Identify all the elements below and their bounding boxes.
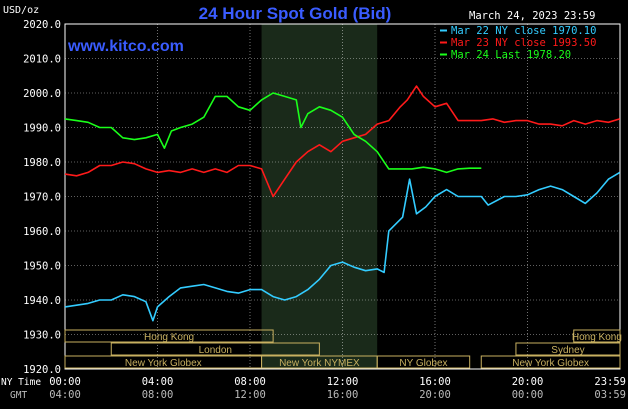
ny-tick-label: 12:00 [327, 376, 359, 388]
session-label: London [199, 345, 232, 356]
nymex-highlight-band [261, 24, 378, 369]
ny-tick-label: 00:00 [49, 376, 81, 388]
gmt-tick-label: 00:00 [512, 389, 544, 401]
chart-title: 24 Hour Spot Gold (Bid) [199, 4, 392, 23]
ny-tick-label: 08:00 [234, 376, 266, 388]
website-label: www.kitco.com [67, 38, 184, 55]
y-tick-label: 1980.0 [23, 157, 61, 169]
legend-label-3: Mar 24 Last 1978.20 [451, 49, 571, 61]
session-box [573, 329, 621, 343]
timestamp: March 24, 2023 23:59 [469, 10, 595, 22]
session-label: New York Globex [125, 358, 202, 369]
session-label: Hong Kong [572, 332, 622, 343]
y-tick-label: 1960.0 [23, 226, 61, 238]
session-box [64, 329, 274, 343]
series-layer [64, 85, 621, 322]
y-tick-label: 1940.0 [23, 295, 61, 307]
gmt-tick-label: 12:00 [234, 389, 266, 401]
session-box [515, 342, 621, 356]
y-tick-label: 1950.0 [23, 261, 61, 273]
session-label: Hong Kong [144, 332, 194, 343]
series-line-1 [64, 171, 621, 322]
nymex-highlight-layer [261, 24, 378, 369]
ny-time-label: NY Time [1, 377, 41, 388]
gmt-tick-label: 08:00 [142, 389, 174, 401]
gmt-tick-label: 16:00 [327, 389, 359, 401]
session-box [480, 355, 621, 369]
gmt-tick-label: 04:00 [49, 389, 81, 401]
y-tick-label: 1930.0 [23, 330, 61, 342]
session-label: Sydney [551, 345, 584, 356]
ny-tick-label: 16:00 [419, 376, 451, 388]
plot-border [64, 23, 621, 370]
y-tick-label: 1920.0 [23, 364, 61, 376]
gmt-label: GMT [10, 390, 27, 401]
ny-tick-label: 23:59 [594, 376, 626, 388]
ny-tick-label: 04:00 [142, 376, 174, 388]
y-axis-layer: 1920.0 1930.0 1940.0 1950.0 1960.0 1970.0 1980… [23, 19, 61, 376]
series-line-2 [64, 85, 621, 198]
session-label: New York NYMEX [279, 358, 360, 369]
gmt-tick-label: 20:00 [419, 389, 451, 401]
session-box [110, 342, 320, 356]
ny-tick-label: 20:00 [512, 376, 544, 388]
legend-label-2: Mar 23 NY close 1993.50 [451, 37, 596, 49]
gmt-tick-label: 03:59 [594, 389, 626, 401]
y-tick-label: 1990.0 [23, 123, 61, 135]
y-tick-label: 2020.0 [23, 19, 61, 31]
grid-layer [64, 23, 621, 370]
series-line-3 [64, 92, 482, 174]
session-layer: Hong Kong Hong Kong London Sydney New York G… [64, 329, 622, 369]
y-axis-unit: USD/oz [3, 5, 39, 16]
y-tick-label: 2000.0 [23, 88, 61, 100]
session-box [376, 355, 471, 369]
x-axis-layer: NY TimeGMT00:0004:0004:0008:0008:0012:00… [1, 376, 626, 401]
y-tick-label: 2010.0 [23, 54, 61, 66]
session-label: NY Globex [399, 358, 447, 369]
session-label: New York Globex [512, 358, 589, 369]
y-tick-label: 1970.0 [23, 192, 61, 204]
legend-label-1: Mar 22 NY close 1970.10 [451, 25, 596, 37]
